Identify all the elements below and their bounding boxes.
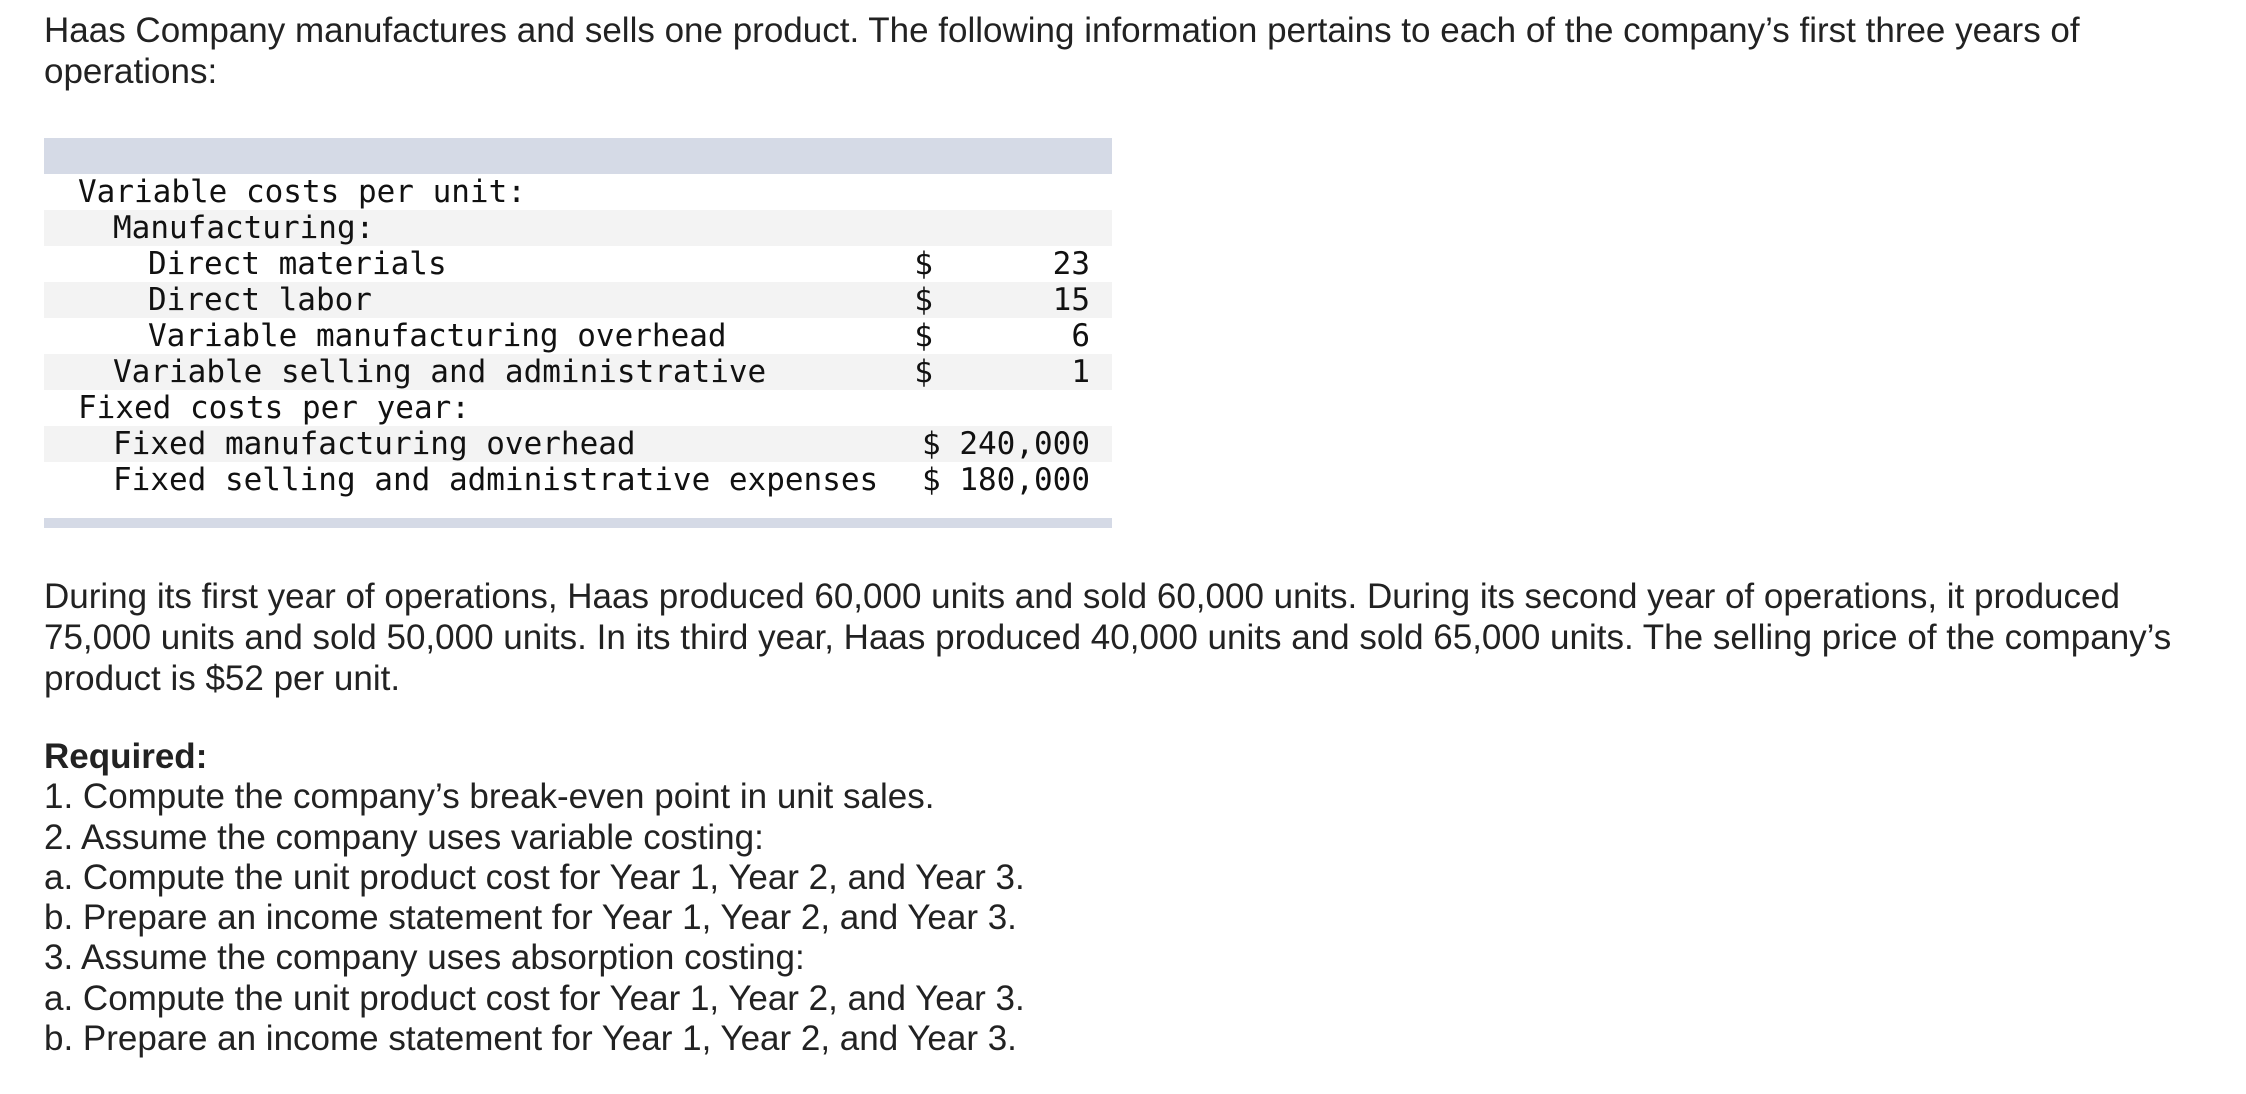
row-amount: 6 (1071, 318, 1090, 354)
row-dollar-sign (914, 390, 951, 426)
table-footer-band (44, 518, 1112, 528)
table-row: Variable selling and administrative $ 1 (44, 354, 1112, 390)
required-item: a. Compute the unit product cost for Yea… (44, 857, 1025, 897)
row-label: Variable costs per unit: (78, 174, 526, 210)
table-row: Manufacturing: (44, 210, 1112, 246)
row-label: Fixed costs per year: (78, 390, 470, 426)
required-item: 1. Compute the company’s break-even poin… (44, 777, 935, 817)
row-amount: $ 240,000 (914, 426, 1112, 462)
table-row: Fixed manufacturing overhead $ 240,000 (44, 426, 1112, 462)
required-section: Required: 1. Compute the company’s break… (44, 737, 1544, 1059)
required-item: b. Prepare an income statement for Year … (44, 898, 1017, 938)
table-row: Fixed selling and administrative expense… (44, 462, 1112, 498)
cost-data-table: Variable costs per unit: Manufacturing: … (44, 138, 1112, 528)
required-item: b. Prepare an income statement for Year … (44, 1019, 1017, 1059)
table-spacer (44, 498, 1112, 518)
row-label: Fixed selling and administrative expense… (113, 462, 879, 498)
row-dollar-sign: $ (914, 354, 951, 390)
table-header-band (44, 138, 1112, 174)
required-item: 3. Assume the company uses absorption co… (44, 938, 805, 978)
row-dollar-sign: $ (914, 318, 933, 354)
row-label: Direct materials (148, 246, 447, 282)
row-dollar-sign (914, 210, 951, 246)
row-dollar-sign (914, 174, 951, 210)
row-label: Direct labor (44, 282, 915, 318)
row-amount (950, 210, 1112, 246)
row-amount: 1 (950, 354, 1112, 390)
row-amount: 15 (950, 282, 1112, 318)
row-label: Fixed manufacturing overhead (44, 426, 915, 462)
row-dollar-sign: $ (914, 282, 951, 318)
operations-paragraph: During its first year of operations, Haa… (44, 577, 2172, 698)
row-label: Variable manufacturing overhead (148, 318, 727, 354)
table-row: Fixed costs per year: (44, 390, 1112, 426)
intro-text: Haas Company manufactures and sells one … (44, 11, 2080, 91)
required-item: 2. Assume the company uses variable cost… (44, 817, 764, 857)
table-row: Variable manufacturing overhead $ 6 (44, 318, 1112, 354)
table-row: Direct materials $ 23 (44, 246, 1112, 282)
required-heading: Required: (44, 737, 208, 776)
row-label: Manufacturing: (44, 210, 915, 246)
table-row: Direct labor $ 15 (44, 282, 1112, 318)
row-dollar-sign: $ (914, 246, 933, 282)
row-amount (951, 174, 1112, 210)
row-amount: 23 (1052, 246, 1090, 282)
row-amount (951, 390, 1112, 426)
required-item: a. Compute the unit product cost for Yea… (44, 978, 1025, 1018)
row-label: Variable selling and administrative (44, 354, 915, 390)
row-amount: $ 180,000 (922, 462, 1090, 498)
table-row: Variable costs per unit: (44, 174, 1112, 210)
